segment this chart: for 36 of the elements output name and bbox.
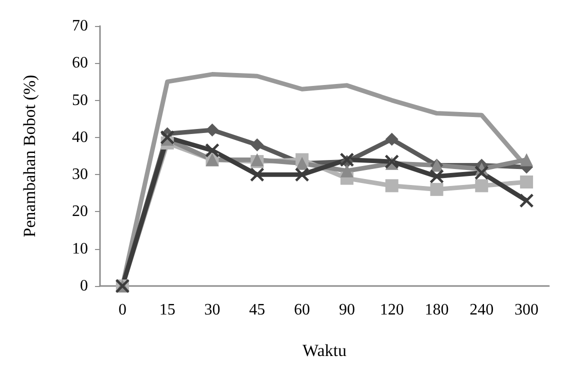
point (474, 165, 489, 180)
point (385, 179, 398, 192)
x-tick-label: 240 (470, 302, 494, 318)
x-tick-label: 45 (249, 302, 266, 318)
x-tick-label: 0 (118, 302, 126, 318)
y-tick-label: 70 (72, 18, 88, 34)
y-tick-label: 40 (72, 128, 88, 146)
x-tick-label: 15 (159, 302, 176, 318)
y-tick-label: 20 (72, 203, 88, 220)
x-tick-label: 30 (204, 302, 220, 318)
point (430, 169, 444, 184)
x-tick-label: 180 (424, 302, 449, 318)
point (250, 138, 264, 152)
point (385, 132, 398, 146)
point (430, 182, 444, 196)
point (520, 176, 534, 188)
point (206, 124, 219, 136)
y-tick-label: 30 (72, 166, 88, 184)
point (340, 152, 354, 167)
point (340, 164, 354, 178)
x-tick-label: 300 (514, 302, 539, 318)
point (519, 193, 534, 208)
y-tick-label: 50 (72, 92, 88, 109)
y-axis-title: Penambahan Bobot (%) (20, 74, 39, 238)
point (205, 143, 220, 158)
y-tick-label: 60 (72, 54, 88, 72)
point (520, 153, 534, 166)
y-tick-label: 10 (72, 240, 88, 258)
x-tick-label: 90 (338, 302, 355, 318)
y-tick-label: 0 (80, 278, 88, 294)
point (294, 167, 310, 182)
point (250, 167, 264, 182)
x-tick-label: 60 (294, 302, 310, 318)
x-tick-label: 120 (380, 302, 404, 318)
x-axis-title: Waktu (302, 341, 347, 360)
point (475, 179, 488, 192)
